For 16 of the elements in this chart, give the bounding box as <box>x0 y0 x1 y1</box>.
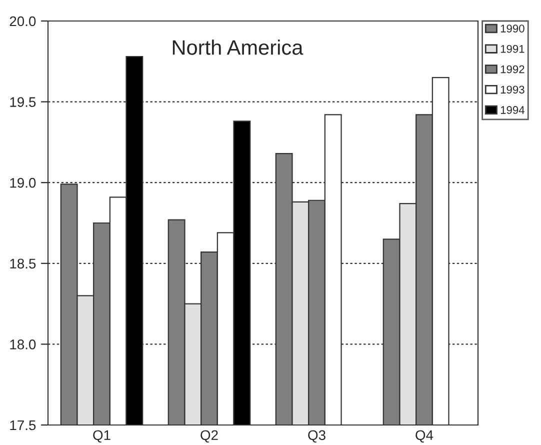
legend-label: 1991 <box>500 44 524 53</box>
legend-label: 1994 <box>500 106 524 114</box>
y-tick-label: 17.5 <box>10 420 36 430</box>
x-tick-label: Q1 <box>93 430 110 443</box>
legend-label: 1992 <box>500 65 524 74</box>
x-tick-label: Q2 <box>200 430 218 443</box>
y-tick-label: 19.5 <box>10 97 36 107</box>
legend-label: 1993 <box>500 86 524 94</box>
y-tick-label: 18.0 <box>10 340 36 350</box>
x-tick-label: Q3 <box>308 430 326 443</box>
legend-label: 1990 <box>500 24 524 32</box>
text: North America <box>172 40 304 55</box>
y-tick-label: 20.0 <box>10 16 36 26</box>
y-tick-label: 19.0 <box>10 178 36 188</box>
x-tick-label: Q4 <box>416 430 434 443</box>
y-tick-label: 18.5 <box>10 258 36 269</box>
